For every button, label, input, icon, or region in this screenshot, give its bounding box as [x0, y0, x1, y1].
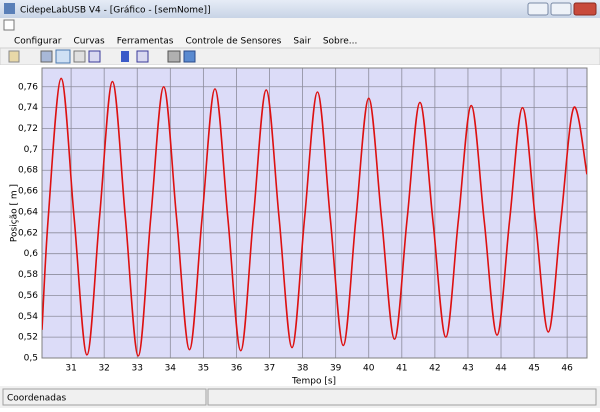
y-axis-label: Posição [ m ] — [10, 184, 20, 242]
menu-item[interactable]: Controle de Sensores — [185, 37, 281, 47]
status-panel — [207, 388, 597, 406]
x-tick-label: 38 — [297, 364, 309, 374]
y-tick-label: 0,5 — [24, 354, 38, 364]
tool-button[interactable] — [183, 50, 196, 63]
y-tick-label: 0,58 — [18, 270, 38, 280]
tool-button[interactable] — [88, 50, 101, 63]
data-line — [42, 77, 587, 357]
maximize-button[interactable] — [550, 2, 572, 16]
y-tick-label: 0,64 — [18, 207, 38, 217]
y-tick-label: 0,56 — [18, 291, 38, 301]
chart: 0,5 0,52 0,54 0,56 0,58 0,6 0,62 0,64 0,66 0,68 0,… — [18, 67, 588, 374]
x-tick-label: 46 — [561, 364, 573, 374]
y-tick-label: 0,66 — [18, 187, 38, 197]
window-title: CidepeLabUSB V4 - [Gráfico - [semNome]] — [20, 6, 211, 16]
tool-button[interactable] — [73, 50, 86, 63]
plot-area — [42, 68, 587, 358]
x-tick-label: 44 — [495, 364, 507, 374]
y-tick-label: 0,6 — [24, 249, 39, 259]
close-button[interactable] — [573, 2, 597, 16]
menu-item[interactable]: Curvas — [74, 37, 106, 47]
y-tick-label: 0,52 — [18, 333, 38, 343]
plot-frame — [41, 67, 588, 359]
x-tick-label: 42 — [429, 364, 440, 374]
status-panel — [2, 388, 207, 406]
app-icon — [4, 3, 15, 14]
tool-button[interactable] — [55, 49, 71, 64]
mdi-bar — [0, 18, 600, 32]
tool-button[interactable] — [167, 50, 181, 63]
x-axis-label: Tempo [s] — [291, 377, 336, 387]
y-tick-label: 0,54 — [18, 312, 38, 322]
tool-button[interactable] — [121, 51, 129, 62]
menu-bar — [0, 32, 600, 48]
doc-icon — [3, 19, 15, 31]
tool-button[interactable] — [40, 50, 53, 63]
y-tick-label: 0,76 — [18, 82, 38, 92]
x-tick-label: 40 — [363, 364, 375, 374]
x-tick-label: 36 — [231, 364, 243, 374]
y-tick-label: 0,74 — [18, 103, 38, 113]
x-tick-label: 33 — [132, 364, 143, 374]
x-tick-label: 37 — [264, 364, 275, 374]
x-tick-label: 39 — [330, 364, 342, 374]
menu-item[interactable]: Sobre... — [323, 37, 358, 47]
title-bar — [0, 0, 600, 18]
y-tick-label: 0,68 — [18, 166, 38, 176]
x-tick-label: 43 — [462, 364, 473, 374]
menu-item[interactable]: Sair — [293, 37, 311, 47]
menu: Configurar Curvas Ferramentas Controle de S… — [14, 37, 357, 47]
x-tick-label: 31 — [65, 364, 76, 374]
tool-button[interactable] — [136, 50, 149, 63]
status-text: Coordenadas — [7, 394, 67, 404]
x-tick-label: 41 — [396, 364, 407, 374]
y-tick-label: 0,7 — [24, 145, 38, 155]
minimize-button[interactable] — [527, 2, 549, 16]
menu-item[interactable]: Ferramentas — [117, 37, 174, 47]
x-tick-label: 35 — [198, 364, 209, 374]
menu-item[interactable]: Configurar — [14, 37, 62, 47]
x-tick-label: 34 — [165, 364, 177, 374]
x-tick-label: 32 — [98, 364, 109, 374]
x-tick-label: 45 — [528, 364, 539, 374]
y-tick-label: 0,72 — [18, 124, 38, 134]
y-tick-label: 0,62 — [18, 228, 38, 238]
tool-button[interactable] — [8, 50, 20, 63]
